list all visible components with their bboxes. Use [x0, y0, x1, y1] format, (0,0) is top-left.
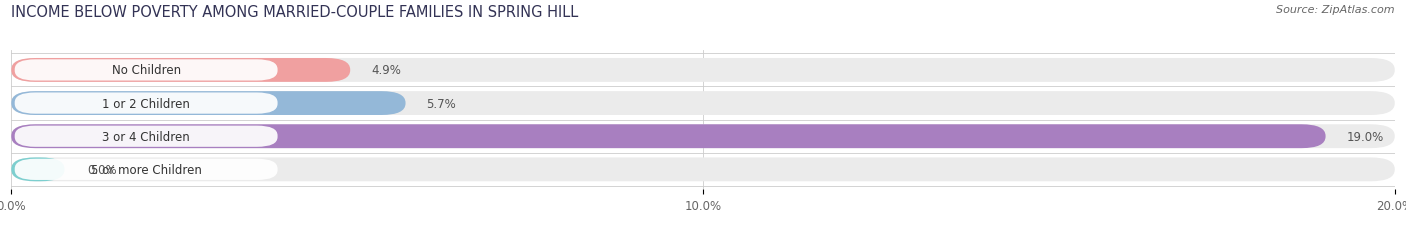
FancyBboxPatch shape — [11, 125, 1326, 149]
Text: No Children: No Children — [111, 64, 181, 77]
Text: Source: ZipAtlas.com: Source: ZipAtlas.com — [1277, 5, 1395, 15]
Text: 3 or 4 Children: 3 or 4 Children — [103, 130, 190, 143]
FancyBboxPatch shape — [11, 92, 1395, 116]
Text: 5 or more Children: 5 or more Children — [91, 163, 201, 176]
FancyBboxPatch shape — [11, 92, 405, 116]
FancyBboxPatch shape — [11, 158, 65, 182]
Text: 19.0%: 19.0% — [1347, 130, 1384, 143]
FancyBboxPatch shape — [14, 126, 277, 147]
Text: 0.0%: 0.0% — [87, 163, 117, 176]
FancyBboxPatch shape — [14, 93, 277, 114]
Text: INCOME BELOW POVERTY AMONG MARRIED-COUPLE FAMILIES IN SPRING HILL: INCOME BELOW POVERTY AMONG MARRIED-COUPL… — [11, 5, 578, 20]
FancyBboxPatch shape — [11, 158, 1395, 182]
FancyBboxPatch shape — [11, 59, 1395, 82]
Text: 5.7%: 5.7% — [426, 97, 456, 110]
FancyBboxPatch shape — [11, 59, 350, 82]
FancyBboxPatch shape — [14, 60, 277, 81]
FancyBboxPatch shape — [14, 159, 277, 180]
Text: 1 or 2 Children: 1 or 2 Children — [103, 97, 190, 110]
Text: 4.9%: 4.9% — [371, 64, 401, 77]
FancyBboxPatch shape — [11, 125, 1395, 149]
